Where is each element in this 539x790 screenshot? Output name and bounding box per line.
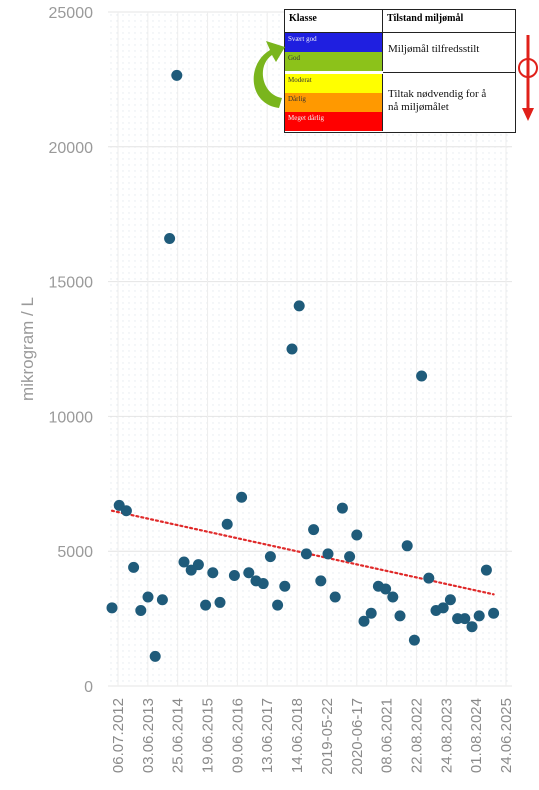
x-tick-label: 01.08.2024: [468, 698, 485, 773]
data-point: [459, 613, 471, 625]
x-tick-label: 03.06.2013: [140, 698, 157, 773]
x-tick-label: 19.06.2015: [200, 698, 217, 773]
data-point: [178, 556, 190, 568]
data-point: [128, 561, 140, 573]
y-tick-label: 25000: [49, 5, 94, 22]
class-label-very-poor: Meget dårlig: [288, 114, 324, 122]
class-label-poor: Dårlig: [288, 95, 306, 103]
data-point: [336, 502, 348, 514]
class-swatch-moderate: Moderat: [285, 74, 383, 93]
x-tick-label: 25.06.2014: [170, 698, 187, 773]
data-point: [171, 69, 183, 81]
class-swatch-poor: Dårlig: [285, 93, 383, 112]
legend-header-status: Tilstand miljømål: [383, 10, 515, 33]
data-point: [466, 621, 478, 633]
class-swatch-very-poor: Meget dårlig: [285, 112, 383, 131]
data-point: [358, 615, 370, 627]
data-point: [200, 599, 212, 611]
data-point: [192, 559, 204, 571]
x-tick-label: 24.08.2023: [438, 698, 455, 773]
data-point: [257, 578, 269, 590]
data-point: [279, 580, 291, 592]
data-point: [416, 370, 428, 382]
data-point: [293, 300, 305, 312]
data-point: [156, 594, 168, 606]
class-swatch-very-good: Svært god: [285, 33, 383, 52]
legend-bad-text: Tiltak nødvendig for å nå miljømålet: [388, 88, 487, 113]
data-point: [207, 567, 219, 579]
legend-good-text: Miljømål tilfredsstilt: [388, 43, 480, 55]
data-point: [243, 567, 255, 579]
x-tick-label: 2020-06-17: [349, 698, 366, 775]
data-point: [214, 596, 226, 608]
x-tick-label: 2019-05-22: [319, 698, 336, 775]
x-tick-label: 14.06.2018: [289, 698, 306, 773]
data-point: [164, 232, 176, 244]
data-point: [401, 540, 413, 552]
y-axis-label: mikrogram / L: [18, 297, 37, 401]
y-tick-label: 15000: [49, 275, 94, 292]
data-point: [221, 518, 233, 530]
data-point: [488, 607, 500, 619]
legend-separator: [383, 72, 515, 73]
data-point: [228, 569, 240, 581]
data-point: [351, 529, 363, 541]
y-tick-label: 0: [84, 679, 93, 696]
x-tick-label: 22.08.2022: [408, 698, 425, 773]
data-point: [329, 591, 341, 603]
data-point: [308, 524, 320, 536]
data-point: [322, 548, 334, 560]
data-point: [387, 591, 399, 603]
y-tick-label: 20000: [49, 140, 94, 157]
class-swatch-good: God: [285, 52, 383, 71]
data-point: [380, 583, 392, 595]
data-point: [423, 572, 435, 584]
data-point: [365, 607, 377, 619]
data-point: [300, 548, 312, 560]
x-tick-label: 06.07.2012: [110, 698, 127, 773]
x-tick-label: 09.06.2016: [229, 698, 246, 773]
data-point: [473, 610, 485, 622]
data-point: [106, 602, 118, 614]
data-point: [344, 551, 356, 563]
class-label-very-good: Svært god: [288, 35, 317, 43]
class-legend-table: Klasse Tilstand miljømål Svært god God M…: [284, 9, 516, 133]
data-point: [286, 343, 298, 355]
data-point: [394, 610, 406, 622]
x-tick-label: 08.06.2021: [379, 698, 396, 773]
legend-header-class: Klasse: [285, 10, 383, 33]
class-label-good: God: [288, 54, 301, 62]
data-point: [135, 605, 147, 617]
data-point: [142, 591, 154, 603]
data-point: [264, 551, 276, 563]
data-point: [437, 602, 449, 614]
data-point: [236, 491, 248, 503]
data-point: [480, 564, 492, 576]
data-point: [408, 634, 420, 646]
y-tick-label: 10000: [49, 409, 94, 426]
class-label-moderate: Moderat: [288, 76, 312, 84]
data-point: [444, 594, 456, 606]
x-tick-label: 24.06.2025: [498, 698, 515, 773]
data-point: [120, 505, 132, 517]
x-tick-label: 13.06.2017: [259, 698, 276, 773]
data-point: [272, 599, 284, 611]
data-point: [315, 575, 327, 587]
y-tick-label: 5000: [57, 544, 93, 561]
data-point: [149, 650, 161, 662]
